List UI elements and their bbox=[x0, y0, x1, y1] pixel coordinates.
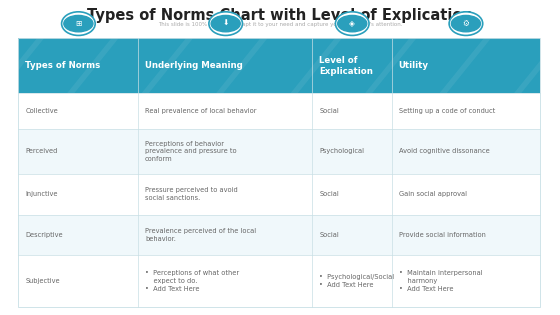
Circle shape bbox=[64, 15, 93, 32]
FancyBboxPatch shape bbox=[18, 215, 540, 255]
Text: •  Perceptions of what other
    expect to do.
•  Add Text Here: • Perceptions of what other expect to do… bbox=[145, 270, 239, 292]
Text: Setting up a code of conduct: Setting up a code of conduct bbox=[399, 108, 495, 114]
Text: Descriptive: Descriptive bbox=[25, 232, 63, 238]
Text: Subjective: Subjective bbox=[25, 278, 60, 284]
Text: ⊞: ⊞ bbox=[75, 19, 82, 28]
Text: Types of Norms Chart with Level of Explication: Types of Norms Chart with Level of Expli… bbox=[87, 8, 473, 23]
Circle shape bbox=[211, 15, 240, 32]
Text: Avoid cognitive dissonance: Avoid cognitive dissonance bbox=[399, 148, 489, 154]
Text: •  Psychological/Social
•  Add Text Here: • Psychological/Social • Add Text Here bbox=[319, 274, 394, 288]
Text: Real prevalence of local behavior: Real prevalence of local behavior bbox=[145, 108, 256, 114]
Text: Utility: Utility bbox=[399, 61, 429, 70]
Text: Types of Norms: Types of Norms bbox=[25, 61, 100, 70]
Text: Injunctive: Injunctive bbox=[25, 191, 58, 197]
Text: ⚙: ⚙ bbox=[463, 19, 469, 28]
Text: This slide is 100% editable. Adapt it to your need and capture your audience's a: This slide is 100% editable. Adapt it to… bbox=[158, 22, 402, 27]
Text: ◈: ◈ bbox=[349, 19, 355, 28]
Text: Collective: Collective bbox=[25, 108, 58, 114]
Text: Social: Social bbox=[319, 191, 339, 197]
Text: Psychological: Psychological bbox=[319, 148, 364, 154]
Text: Gain social approval: Gain social approval bbox=[399, 191, 466, 197]
Ellipse shape bbox=[335, 12, 369, 36]
FancyBboxPatch shape bbox=[18, 255, 540, 307]
Text: •  Maintain interpersonal
    harmony
•  Add Text Here: • Maintain interpersonal harmony • Add T… bbox=[399, 270, 482, 292]
Text: Social: Social bbox=[319, 232, 339, 238]
Circle shape bbox=[451, 15, 480, 32]
Text: Underlying Meaning: Underlying Meaning bbox=[145, 61, 243, 70]
Ellipse shape bbox=[209, 12, 242, 36]
Text: Pressure perceived to avoid
social sanctions.: Pressure perceived to avoid social sanct… bbox=[145, 187, 238, 201]
Bar bbox=[18, 38, 540, 307]
Text: Perceived: Perceived bbox=[25, 148, 58, 154]
Text: Perceptions of behavior
prevalence and pressure to
conform: Perceptions of behavior prevalence and p… bbox=[145, 141, 237, 162]
FancyBboxPatch shape bbox=[18, 174, 540, 215]
Text: Prevalence perceived of the local
behavior.: Prevalence perceived of the local behavi… bbox=[145, 228, 256, 242]
Text: Social: Social bbox=[319, 108, 339, 114]
Text: ⬇: ⬇ bbox=[222, 19, 229, 28]
Text: Level of
Explication: Level of Explication bbox=[319, 55, 373, 76]
FancyBboxPatch shape bbox=[18, 38, 540, 93]
FancyBboxPatch shape bbox=[18, 93, 540, 129]
Ellipse shape bbox=[62, 12, 95, 36]
Circle shape bbox=[338, 15, 367, 32]
Text: Provide social information: Provide social information bbox=[399, 232, 486, 238]
FancyBboxPatch shape bbox=[18, 129, 540, 174]
Ellipse shape bbox=[449, 12, 483, 36]
